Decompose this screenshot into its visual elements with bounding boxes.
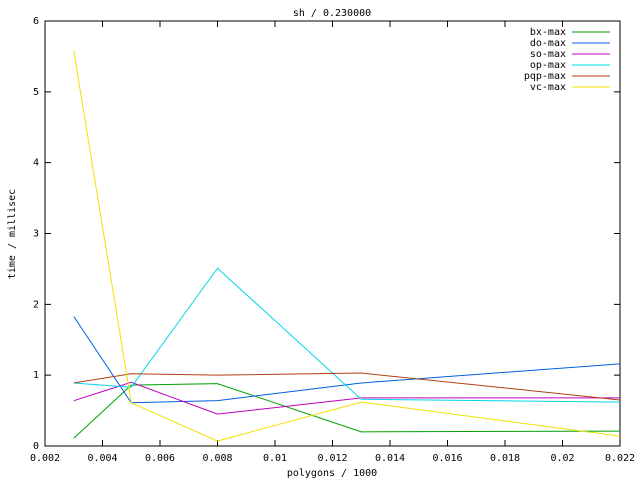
x-tick-label: 0.01 [263,453,287,464]
y-tick-label: 4 [33,158,39,169]
x-tick-label: 0.014 [375,453,405,464]
x-tick-label: 0.006 [145,453,175,464]
y-tick-label: 0 [33,441,39,452]
y-tick-label: 2 [33,299,39,310]
legend-label: vc-max [530,82,566,93]
x-tick-label: 0.012 [317,453,347,464]
x-tick-label: 0.018 [490,453,520,464]
y-tick-label: 6 [33,16,39,27]
x-tick-label: 0.02 [550,453,574,464]
series-line [73,50,621,442]
series-line [73,381,620,415]
x-tick-label: 0.004 [87,453,117,464]
x-tick-label: 0.016 [432,453,462,464]
legend-label: pqp-max [524,71,566,82]
series-line [73,316,621,404]
chart-title: sh / 0.230000 [293,8,371,19]
y-tick-label: 5 [33,87,39,98]
legend-label: bx-max [530,27,566,38]
x-tick-label: 0.008 [202,453,232,464]
legend-label: so-max [530,49,566,60]
x-tick-label: 0.002 [30,453,60,464]
legend-label: op-max [530,60,566,71]
series-line [73,267,621,403]
x-tick-label: 0.022 [605,453,635,464]
legend-label: do-max [530,38,566,49]
y-tick-label: 1 [33,370,39,381]
y-axis-label: time / millisec [7,189,18,279]
series-line [73,383,621,439]
x-axis-label: polygons / 1000 [287,468,377,479]
series-line [73,372,621,401]
y-tick-label: 3 [33,229,39,240]
